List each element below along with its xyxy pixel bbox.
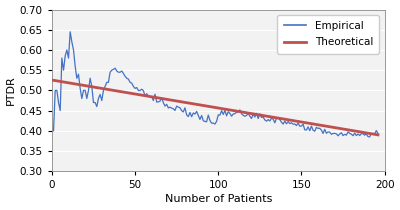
Y-axis label: PTDR: PTDR	[6, 76, 16, 105]
Legend: Empirical, Theoretical: Empirical, Theoretical	[277, 15, 380, 54]
X-axis label: Number of Patients: Number of Patients	[164, 194, 272, 205]
